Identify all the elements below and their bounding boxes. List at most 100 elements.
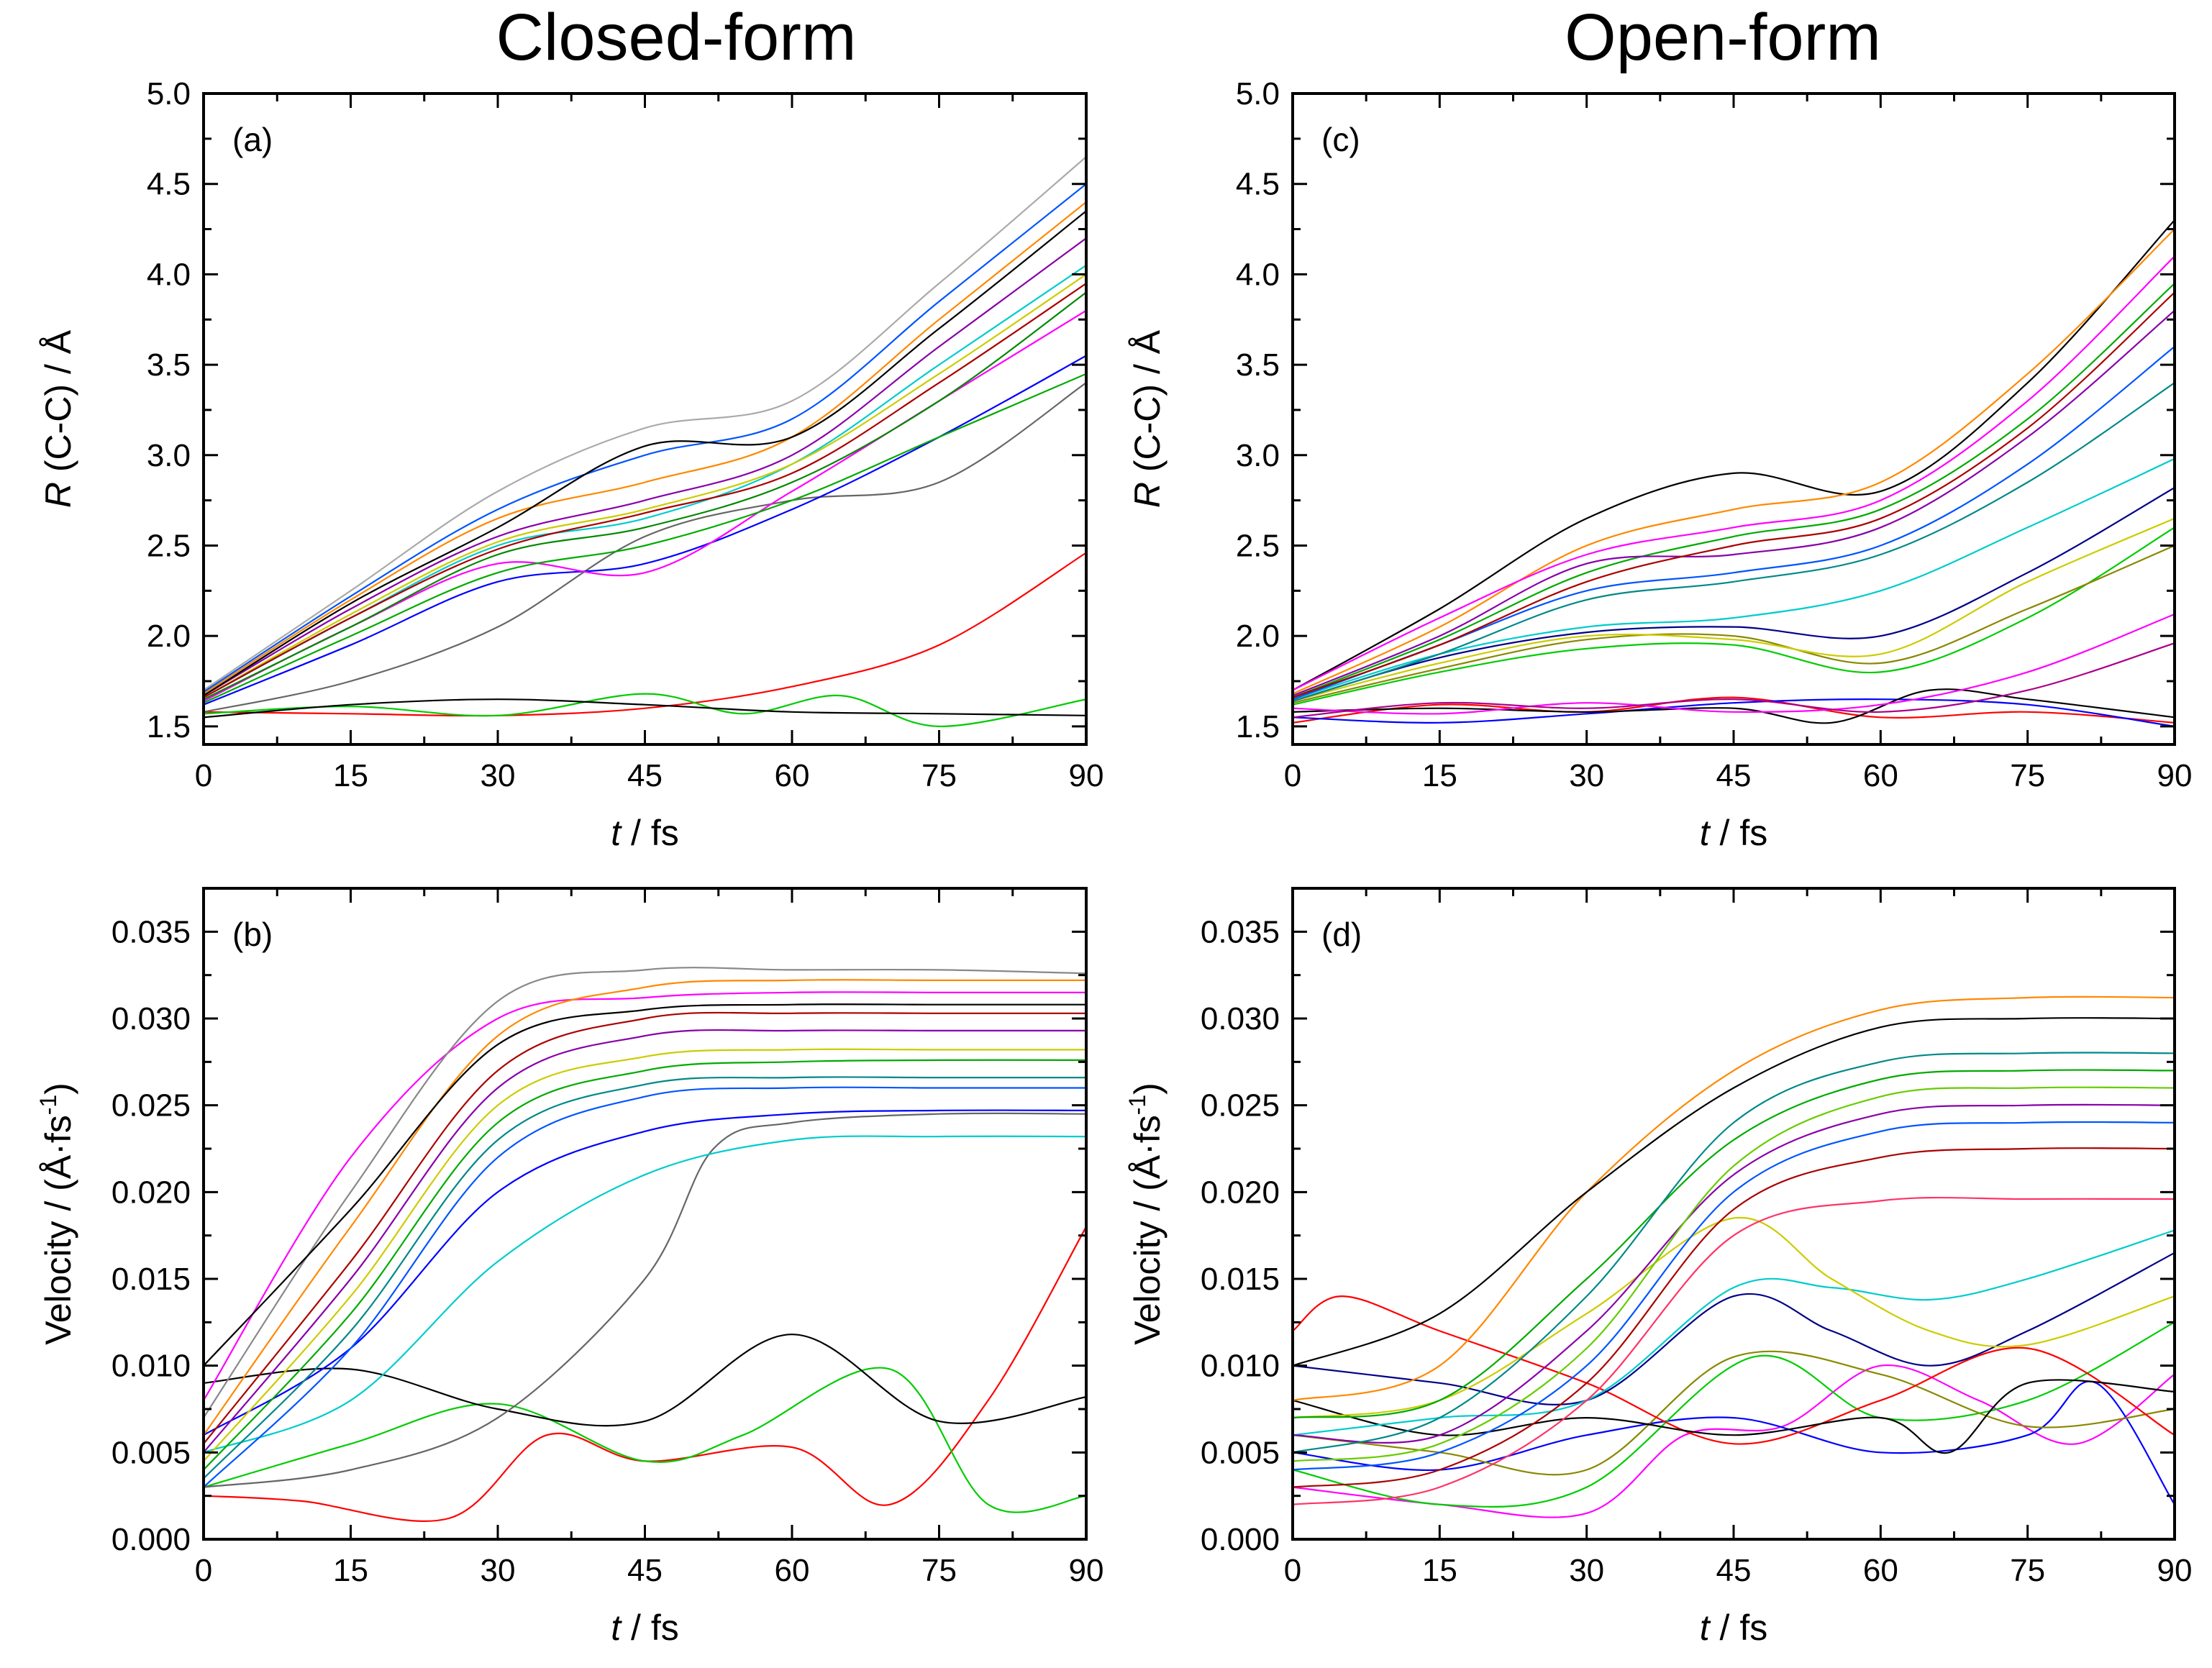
panel-a-x-tick-label: 75 — [921, 758, 957, 793]
panel-a-y-axis-label: R (C-C) / Å — [38, 329, 78, 508]
panel-d-frame — [1291, 887, 2176, 1541]
panel-d-series-group — [1293, 995, 2175, 1518]
panel-c-series-line-7 — [1293, 544, 2175, 704]
panel-c-x-tick-label: 90 — [2157, 758, 2193, 793]
panel-c-series-line-10 — [1293, 487, 2175, 702]
panel-b-label: (b) — [232, 916, 273, 953]
panel-d-series-line-5 — [1293, 1295, 2175, 1445]
panel-d: 0 15 30 45 60 75 90 0.000 0.005 0.010 0.015 0.020 0.… — [1124, 887, 2192, 1648]
panel-c: 0 15 30 45 60 75 90 1.5 2.0 2.5 3.0 3.5 4.0 4.5 5.0 (c)… — [1127, 76, 2192, 853]
panel-d-label: (d) — [1321, 916, 1362, 953]
panel-a-y-tick-label: 2.5 — [147, 528, 191, 563]
panel-d-series-line-16 — [1293, 1052, 2175, 1454]
panel-d-series-line-12 — [1293, 1069, 2175, 1419]
panel-d-y-tick-label: 0.015 — [1201, 1262, 1280, 1297]
panel-d-series-line-10 — [1293, 995, 2175, 1401]
panel-b-series-line-15 — [204, 1076, 1086, 1480]
panel-b-series-line-10 — [204, 1059, 1086, 1471]
panel-d-x-tick-label: 60 — [1863, 1553, 1898, 1588]
panel-a-x-axis-label: t / fs — [611, 813, 678, 853]
panel-c-series-line-6 — [1293, 527, 2175, 706]
panel-b-y-tick-label: 0.015 — [111, 1262, 191, 1297]
panel-c-series-line-17 — [1293, 382, 2175, 702]
panel-b-x-tick-label: 0 — [195, 1553, 212, 1588]
panel-c-y-tick-label: 3.0 — [1236, 438, 1280, 473]
panel-a-label: (a) — [232, 121, 273, 158]
panel-a-series-line-14 — [204, 183, 1086, 693]
panel-b-y-axis-label: Velocity / (Å·fs-1) — [35, 1083, 78, 1345]
panel-b-series-line-9 — [204, 979, 1086, 1436]
panel-c-y-tick-label: 3.5 — [1236, 347, 1280, 383]
panel-c-x-tick-label: 15 — [1422, 758, 1457, 793]
panel-c-series-line-12 — [1293, 228, 2175, 695]
open-form-title: Open-form — [1565, 1, 1881, 74]
panel-b-y-tick-label: 0.010 — [111, 1349, 191, 1384]
panel-b-x-axis-label: t / fs — [611, 1608, 678, 1648]
panel-c-series-group — [1293, 219, 2175, 727]
panel-c-x-axis-label: t / fs — [1700, 813, 1767, 853]
panel-a-x-tick-label: 0 — [195, 758, 212, 793]
panel-b-series-line-14 — [204, 1011, 1086, 1444]
panel-c-label: (c) — [1321, 121, 1360, 158]
panel-c-series-line-5 — [1293, 642, 2175, 719]
panel-d-x-tick-label: 30 — [1569, 1553, 1604, 1588]
panel-d-series-line-7 — [1293, 1252, 2175, 1405]
panel-c-x-tick-label: 30 — [1569, 758, 1604, 793]
panel-b-x-tick-label: 30 — [481, 1553, 516, 1588]
panel-c-y-tick-label: 5.0 — [1236, 76, 1280, 111]
panel-d-y-tick-label: 0.005 — [1201, 1435, 1280, 1470]
panel-c-series-line-18 — [1293, 255, 2175, 691]
panel-c-series-line-2 — [1293, 698, 2175, 727]
panel-d-series-line-11 — [1293, 1017, 2175, 1367]
panel-a-x-tick-label: 60 — [775, 758, 810, 793]
panel-c-series-line-8 — [1293, 517, 2175, 702]
panel-a-series-line-7 — [204, 373, 1086, 704]
panel-c-x-tick-label: 0 — [1284, 758, 1301, 793]
panel-b-y-tick-label: 0.005 — [111, 1435, 191, 1470]
panel-a-series-line-2 — [204, 693, 1086, 728]
panel-d-series-line-15 — [1293, 1147, 2175, 1488]
panel-a-x-tick-label: 90 — [1069, 758, 1104, 793]
panel-b-series-line-11 — [204, 1029, 1086, 1454]
panel-c-y-tick-label: 4.0 — [1236, 257, 1280, 292]
panel-a-series-group — [204, 156, 1086, 728]
panel-a-series-line-8 — [204, 264, 1086, 698]
panel-a-y-tick-label: 4.5 — [147, 167, 191, 202]
panel-c-x-tick-label: 45 — [1716, 758, 1752, 793]
panel-a-y-tick-label: 2.0 — [147, 619, 191, 654]
panel-b-series-line-2 — [204, 1367, 1086, 1513]
panel-b-x-tick-label: 15 — [333, 1553, 368, 1588]
panel-b-x-tick-label: 90 — [1069, 1553, 1104, 1588]
panel-a-y-tick-label: 1.5 — [147, 709, 191, 744]
panel-c-series-line-14 — [1293, 309, 2175, 697]
panel-a-x-tick-label: 15 — [333, 758, 368, 793]
panel-b-x-tick-label: 75 — [921, 1553, 957, 1588]
panel-a-series-line-5 — [204, 355, 1086, 706]
panel-c-y-tick-label: 4.5 — [1236, 167, 1280, 202]
panel-d-x-tick-label: 0 — [1284, 1553, 1301, 1588]
panel-d-series-line-17 — [1293, 1196, 2175, 1505]
panel-a-series-line-3 — [204, 698, 1086, 719]
panel-b-series-line-7 — [204, 991, 1086, 1401]
panel-c-x-tick-label: 60 — [1863, 758, 1898, 793]
panel-a-y-tick-label: 3.5 — [147, 347, 191, 383]
panel-a-series-line-15 — [204, 210, 1086, 697]
panel-b-y-tick-label: 0.025 — [111, 1088, 191, 1124]
panel-b-series-line-8 — [204, 967, 1086, 1418]
panel-c-y-axis-label: R (C-C) / Å — [1127, 329, 1168, 508]
panel-a-frame — [202, 92, 1088, 746]
panel-b-series-line-6 — [204, 1109, 1086, 1436]
panel-d-y-tick-label: 0.030 — [1201, 1001, 1280, 1036]
panel-a: 0 15 30 45 60 75 90 1.5 2.0 2.5 3.0 3.5 4.0 4.5 5.0 (a)… — [38, 76, 1103, 853]
panel-a-y-tick-label: 5.0 — [147, 76, 191, 111]
panel-a-series-line-16 — [204, 283, 1086, 698]
panel-c-series-line-1 — [1293, 696, 2175, 724]
panel-b-y-tick-label: 0.030 — [111, 1001, 191, 1036]
panel-b-y-tick-label: 0.020 — [111, 1175, 191, 1210]
panel-d-y-tick-label: 0.020 — [1201, 1175, 1280, 1210]
panel-d-y-tick-label: 0.025 — [1201, 1088, 1280, 1124]
panel-a-series-line-11 — [204, 156, 1086, 691]
panel-c-series-line-11 — [1293, 219, 2175, 691]
panel-d-y-tick-label: 0.010 — [1201, 1349, 1280, 1384]
